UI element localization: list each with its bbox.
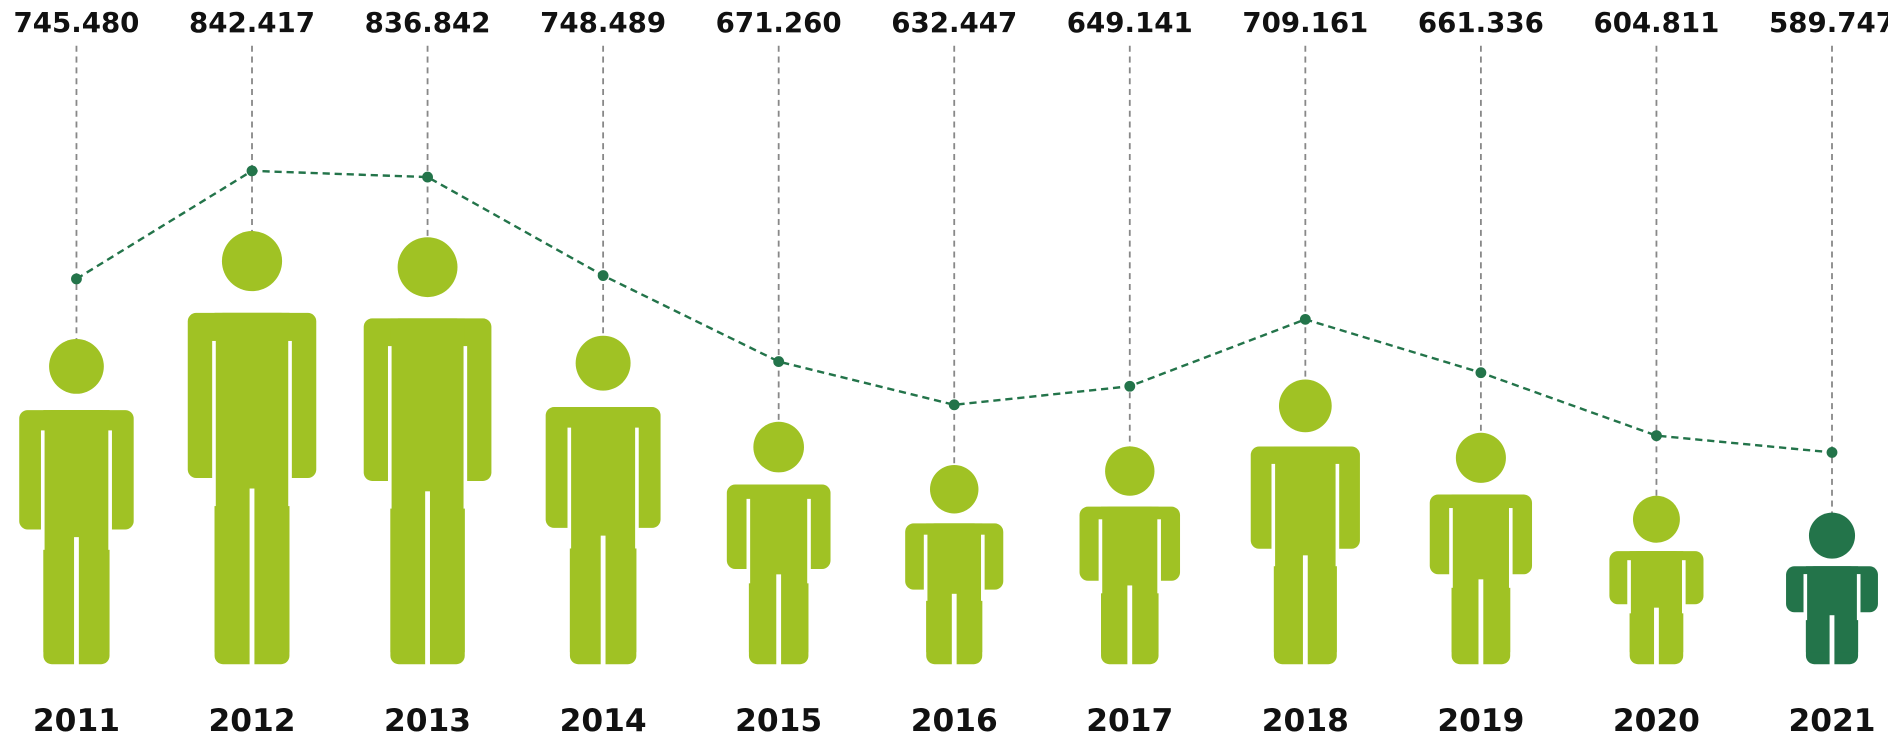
person-figure [1609, 495, 1704, 666]
leg-gap [1302, 555, 1308, 666]
arm-gap [40, 430, 45, 550]
person-figure [545, 335, 661, 666]
leg-gap [425, 491, 430, 666]
trend-point [1299, 313, 1311, 325]
year-label: 2015 [735, 703, 822, 739]
leg-gap [1127, 585, 1133, 666]
arm-gap [1271, 463, 1276, 567]
trend-point [71, 273, 82, 285]
year-label: 2021 [1788, 703, 1875, 739]
leg-gap [249, 488, 255, 666]
value-label: 748.489 [540, 6, 666, 39]
head [221, 231, 283, 292]
value-label: 604.811 [1593, 6, 1719, 39]
trend-point [1651, 430, 1662, 442]
arm-gap [635, 427, 639, 549]
head [575, 335, 631, 391]
arm-gap [567, 427, 572, 549]
leg-gap [1478, 579, 1484, 666]
arm-gap [807, 498, 811, 584]
head [1105, 446, 1155, 496]
trend-point [1124, 380, 1136, 392]
year-label: 2011 [33, 703, 120, 739]
head [1632, 495, 1680, 543]
arm-gap [746, 498, 751, 584]
arm-gap [1682, 560, 1686, 614]
year-label: 2016 [911, 703, 998, 739]
trend-line [75, 169, 1833, 454]
arm-gap [1803, 574, 1808, 621]
arm-gap [108, 430, 112, 550]
leg-gap [951, 593, 957, 666]
trend-point [948, 399, 960, 411]
value-label: 632.447 [891, 6, 1017, 39]
trend-point [1826, 447, 1838, 458]
trend-point [597, 270, 609, 281]
arm-gap [1508, 508, 1513, 588]
year-label: 2018 [1262, 703, 1349, 739]
trend-point [246, 165, 258, 177]
year-label: 2020 [1613, 703, 1700, 739]
person-figure [1079, 446, 1181, 666]
year-label: 2019 [1437, 703, 1524, 739]
head [1278, 379, 1332, 433]
year-label: 2013 [384, 703, 471, 739]
year-label: 2014 [560, 703, 647, 739]
value-label: 589.747 [1769, 6, 1888, 39]
value-label: 745.480 [13, 6, 139, 39]
leg-gap [776, 574, 782, 666]
person-figure [1429, 432, 1533, 666]
head [49, 339, 104, 394]
year-label: 2017 [1086, 703, 1173, 739]
trend-point [422, 171, 433, 183]
leg-gap [1829, 615, 1835, 666]
person-figure [1786, 512, 1878, 666]
year-label: 2012 [208, 703, 295, 739]
person-figure [1250, 379, 1360, 666]
arm-gap [387, 346, 392, 509]
arm-gap [1098, 519, 1103, 594]
trend-point [1475, 367, 1487, 379]
arm-gap [1856, 574, 1861, 621]
value-label: 836.842 [365, 6, 491, 39]
arm-gap [288, 340, 292, 507]
value-label: 671.260 [716, 6, 842, 39]
arm-gap [1627, 560, 1631, 614]
arm-gap [1157, 519, 1161, 594]
arm-gap [212, 340, 216, 507]
person-figure [363, 237, 492, 666]
head [397, 237, 458, 298]
head [1455, 432, 1506, 483]
person-figure [187, 231, 317, 666]
arm-gap [1449, 508, 1453, 588]
leg-gap [600, 535, 606, 666]
head [753, 421, 804, 473]
value-label: 842.417 [189, 6, 315, 39]
value-label: 661.336 [1418, 6, 1544, 39]
arm-gap [981, 534, 985, 601]
person-figure [726, 421, 831, 666]
arm-gap [463, 346, 468, 509]
value-label: 709.161 [1242, 6, 1368, 39]
arm-gap [923, 534, 928, 601]
head [929, 465, 979, 514]
arm-gap [1335, 463, 1340, 567]
person-figure [905, 465, 1004, 666]
leg-gap [74, 537, 79, 666]
value-label: 649.141 [1067, 6, 1193, 39]
trend-point [773, 356, 785, 368]
person-figure [19, 339, 134, 666]
head [1808, 512, 1856, 559]
leg-gap [1654, 607, 1659, 666]
